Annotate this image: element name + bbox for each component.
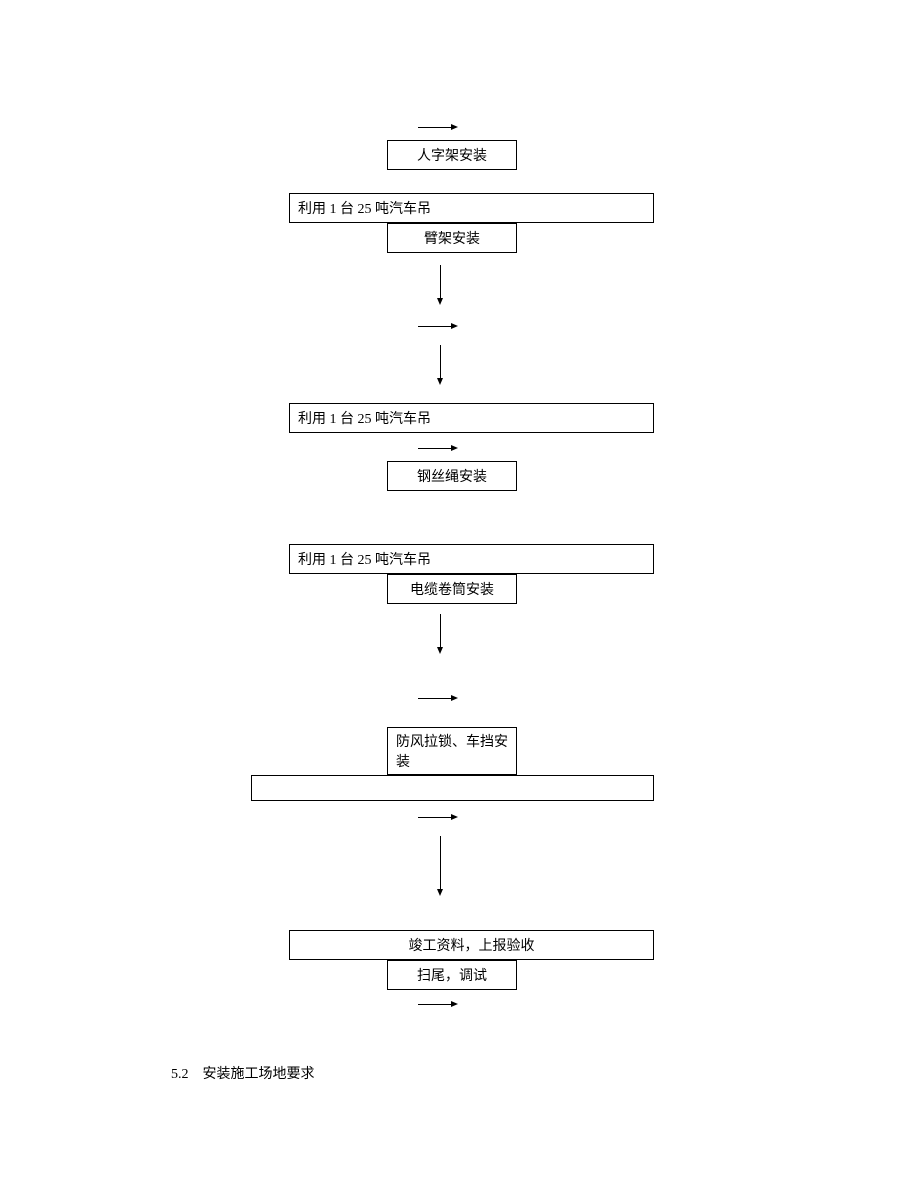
section-title-text: 安装施工场地要求 bbox=[203, 1067, 315, 1082]
flowchart-node: 竣工资料，上报验收 bbox=[289, 930, 654, 960]
arrow-right-icon bbox=[418, 326, 458, 327]
flowchart-node: 防风拉锁、车挡安装 bbox=[387, 727, 517, 775]
arrow-down-icon bbox=[440, 614, 441, 654]
arrow-down-icon bbox=[440, 836, 441, 896]
arrow-down-icon bbox=[440, 265, 441, 305]
flowchart-node: 利用 1 台 25 吨汽车吊 bbox=[289, 193, 654, 223]
flowchart-node: 电缆卷筒安装 bbox=[387, 574, 517, 604]
arrow-down-icon bbox=[440, 345, 441, 385]
flowchart-node: 利用 1 台 25 吨汽车吊 bbox=[289, 544, 654, 574]
flowchart-node: 钢丝绳安装 bbox=[387, 461, 517, 491]
arrow-right-icon bbox=[418, 698, 458, 699]
arrow-right-icon bbox=[418, 448, 458, 449]
flowchart-node: 臂架安装 bbox=[387, 223, 517, 253]
section-number: 5.2 bbox=[171, 1067, 189, 1082]
flowchart-node: 利用 1 台 25 吨汽车吊 bbox=[289, 403, 654, 433]
flowchart-node: 人字架安装 bbox=[387, 140, 517, 170]
arrow-right-icon bbox=[418, 127, 458, 128]
arrow-right-icon bbox=[418, 817, 458, 818]
section-heading: 5.2 安装施工场地要求 bbox=[171, 1063, 315, 1083]
arrow-right-icon bbox=[418, 1004, 458, 1005]
flowchart-node bbox=[251, 775, 654, 801]
flowchart-node: 扫尾，调试 bbox=[387, 960, 517, 990]
